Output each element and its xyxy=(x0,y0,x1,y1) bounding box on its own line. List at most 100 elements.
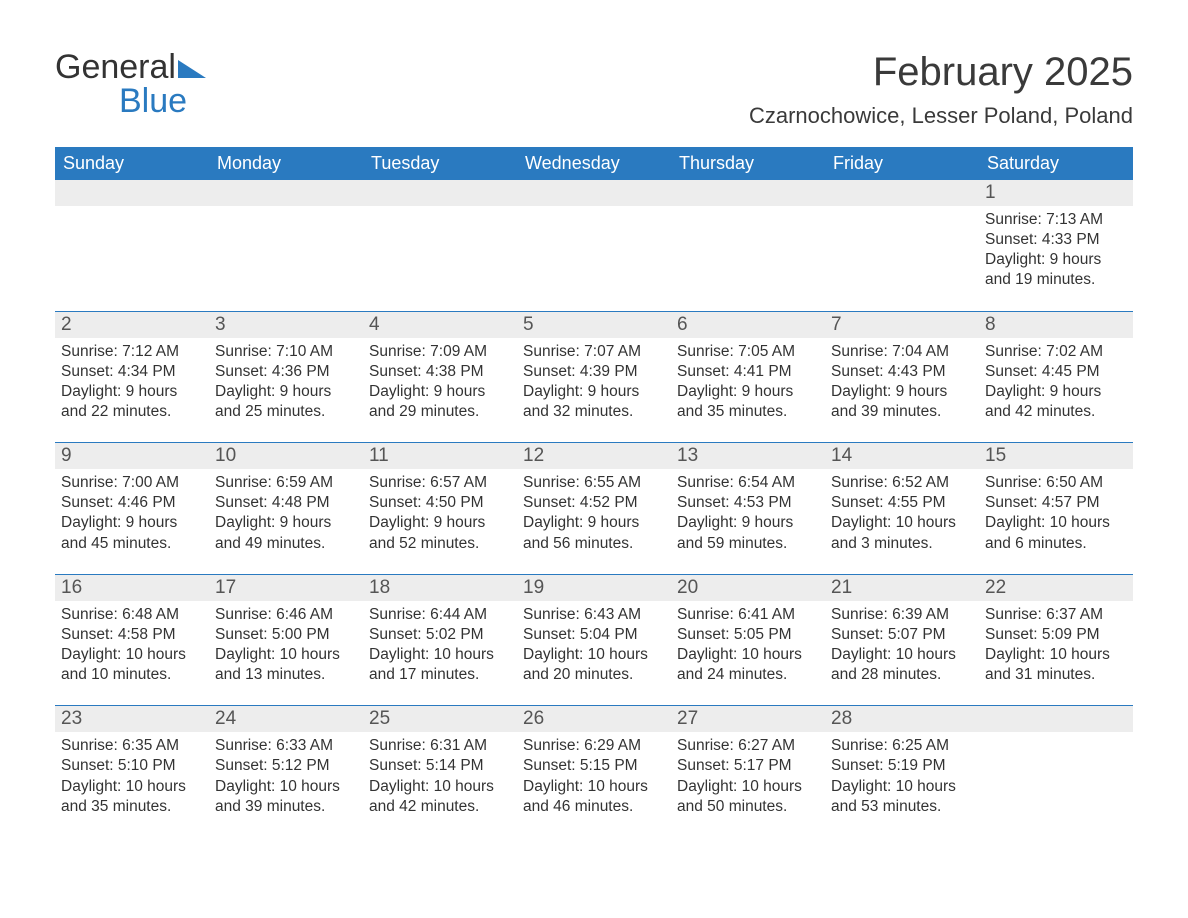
sunset-text: Sunset: 5:17 PM xyxy=(677,756,819,776)
sunrise-text: Sunrise: 6:46 AM xyxy=(215,605,357,625)
sunset-text: Sunset: 5:05 PM xyxy=(677,625,819,645)
day-info-cell: Sunrise: 6:54 AMSunset: 4:53 PMDaylight:… xyxy=(671,469,825,556)
day-number: 6 xyxy=(671,312,825,338)
day-info-cell xyxy=(209,206,363,293)
sunset-text: Sunset: 5:00 PM xyxy=(215,625,357,645)
daylight-text: Daylight: 9 hours and 22 minutes. xyxy=(61,382,203,422)
day-info-cell: Sunrise: 6:31 AMSunset: 5:14 PMDaylight:… xyxy=(363,732,517,819)
day-header: Tuesday xyxy=(363,147,517,180)
sunset-text: Sunset: 4:57 PM xyxy=(985,493,1127,513)
day-info-cell xyxy=(979,732,1133,819)
daylight-text: Daylight: 9 hours and 52 minutes. xyxy=(369,513,511,553)
day-header: Saturday xyxy=(979,147,1133,180)
sunrise-text: Sunrise: 6:44 AM xyxy=(369,605,511,625)
day-info-cell: Sunrise: 6:59 AMSunset: 4:48 PMDaylight:… xyxy=(209,469,363,556)
day-number: 20 xyxy=(671,575,825,601)
day-info-cell: Sunrise: 6:39 AMSunset: 5:07 PMDaylight:… xyxy=(825,601,979,688)
sunset-text: Sunset: 4:52 PM xyxy=(523,493,665,513)
day-info-cell: Sunrise: 6:57 AMSunset: 4:50 PMDaylight:… xyxy=(363,469,517,556)
page-header: General Blue February 2025 Czarnochowice… xyxy=(55,50,1133,129)
day-info-row: Sunrise: 6:48 AMSunset: 4:58 PMDaylight:… xyxy=(55,601,1133,688)
sunrise-text: Sunrise: 6:54 AM xyxy=(677,473,819,493)
day-number-row: 1 xyxy=(55,180,1133,206)
day-number xyxy=(825,180,979,206)
brand-name-part1: General xyxy=(55,48,176,86)
sunrise-text: Sunrise: 6:48 AM xyxy=(61,605,203,625)
sunset-text: Sunset: 4:38 PM xyxy=(369,362,511,382)
day-header: Thursday xyxy=(671,147,825,180)
daylight-text: Daylight: 9 hours and 59 minutes. xyxy=(677,513,819,553)
daylight-text: Daylight: 10 hours and 46 minutes. xyxy=(523,777,665,817)
sunset-text: Sunset: 4:41 PM xyxy=(677,362,819,382)
day-number: 13 xyxy=(671,443,825,469)
day-info-cell: Sunrise: 7:13 AMSunset: 4:33 PMDaylight:… xyxy=(979,206,1133,293)
sunrise-text: Sunrise: 6:41 AM xyxy=(677,605,819,625)
daylight-text: Daylight: 10 hours and 28 minutes. xyxy=(831,645,973,685)
day-info-cell: Sunrise: 7:10 AMSunset: 4:36 PMDaylight:… xyxy=(209,338,363,425)
month-title: February 2025 xyxy=(749,50,1133,95)
sunrise-text: Sunrise: 6:29 AM xyxy=(523,736,665,756)
sunset-text: Sunset: 5:15 PM xyxy=(523,756,665,776)
calendar-page: General Blue February 2025 Czarnochowice… xyxy=(0,0,1188,859)
day-number xyxy=(517,180,671,206)
day-number: 2 xyxy=(55,312,209,338)
day-number: 24 xyxy=(209,706,363,732)
day-number: 21 xyxy=(825,575,979,601)
sunset-text: Sunset: 4:48 PM xyxy=(215,493,357,513)
day-number-row: 9101112131415 xyxy=(55,443,1133,469)
day-info-cell: Sunrise: 6:35 AMSunset: 5:10 PMDaylight:… xyxy=(55,732,209,819)
sunset-text: Sunset: 4:46 PM xyxy=(61,493,203,513)
sunset-text: Sunset: 4:50 PM xyxy=(369,493,511,513)
day-number xyxy=(671,180,825,206)
title-block: February 2025 Czarnochowice, Lesser Pola… xyxy=(749,50,1133,129)
day-info-cell: Sunrise: 7:02 AMSunset: 4:45 PMDaylight:… xyxy=(979,338,1133,425)
sunrise-text: Sunrise: 6:31 AM xyxy=(369,736,511,756)
day-number xyxy=(363,180,517,206)
brand-logo: General Blue xyxy=(55,50,206,118)
day-info-cell: Sunrise: 6:29 AMSunset: 5:15 PMDaylight:… xyxy=(517,732,671,819)
sunrise-text: Sunrise: 7:07 AM xyxy=(523,342,665,362)
daylight-text: Daylight: 9 hours and 39 minutes. xyxy=(831,382,973,422)
daylight-text: Daylight: 9 hours and 45 minutes. xyxy=(61,513,203,553)
logo-triangle-icon xyxy=(178,60,206,78)
daylight-text: Daylight: 10 hours and 31 minutes. xyxy=(985,645,1127,685)
day-number-row: 232425262728 xyxy=(55,706,1133,732)
daylight-text: Daylight: 9 hours and 42 minutes. xyxy=(985,382,1127,422)
day-info-row: Sunrise: 7:00 AMSunset: 4:46 PMDaylight:… xyxy=(55,469,1133,556)
daylight-text: Daylight: 10 hours and 50 minutes. xyxy=(677,777,819,817)
day-info-cell: Sunrise: 6:55 AMSunset: 4:52 PMDaylight:… xyxy=(517,469,671,556)
day-number: 3 xyxy=(209,312,363,338)
day-info-cell xyxy=(517,206,671,293)
day-number-row: 16171819202122 xyxy=(55,575,1133,601)
day-number-row: 2345678 xyxy=(55,312,1133,338)
sunset-text: Sunset: 5:09 PM xyxy=(985,625,1127,645)
weeks-container: 1Sunrise: 7:13 AMSunset: 4:33 PMDaylight… xyxy=(55,180,1133,819)
day-info-cell: Sunrise: 6:43 AMSunset: 5:04 PMDaylight:… xyxy=(517,601,671,688)
sunrise-text: Sunrise: 6:25 AM xyxy=(831,736,973,756)
sunrise-text: Sunrise: 7:10 AM xyxy=(215,342,357,362)
day-info-cell xyxy=(671,206,825,293)
daylight-text: Daylight: 10 hours and 3 minutes. xyxy=(831,513,973,553)
daylight-text: Daylight: 10 hours and 39 minutes. xyxy=(215,777,357,817)
day-number: 14 xyxy=(825,443,979,469)
day-header: Sunday xyxy=(55,147,209,180)
day-number: 16 xyxy=(55,575,209,601)
day-info-cell: Sunrise: 7:04 AMSunset: 4:43 PMDaylight:… xyxy=(825,338,979,425)
day-number: 23 xyxy=(55,706,209,732)
day-number: 18 xyxy=(363,575,517,601)
day-number xyxy=(55,180,209,206)
daylight-text: Daylight: 9 hours and 19 minutes. xyxy=(985,250,1127,290)
sunset-text: Sunset: 4:43 PM xyxy=(831,362,973,382)
day-info-cell: Sunrise: 6:46 AMSunset: 5:00 PMDaylight:… xyxy=(209,601,363,688)
day-header: Wednesday xyxy=(517,147,671,180)
sunrise-text: Sunrise: 6:43 AM xyxy=(523,605,665,625)
day-info-cell: Sunrise: 6:48 AMSunset: 4:58 PMDaylight:… xyxy=(55,601,209,688)
sunset-text: Sunset: 5:02 PM xyxy=(369,625,511,645)
sunrise-text: Sunrise: 6:27 AM xyxy=(677,736,819,756)
day-number: 1 xyxy=(979,180,1133,206)
day-number: 12 xyxy=(517,443,671,469)
day-info-cell: Sunrise: 6:33 AMSunset: 5:12 PMDaylight:… xyxy=(209,732,363,819)
day-number: 11 xyxy=(363,443,517,469)
daylight-text: Daylight: 9 hours and 49 minutes. xyxy=(215,513,357,553)
sunrise-text: Sunrise: 6:55 AM xyxy=(523,473,665,493)
